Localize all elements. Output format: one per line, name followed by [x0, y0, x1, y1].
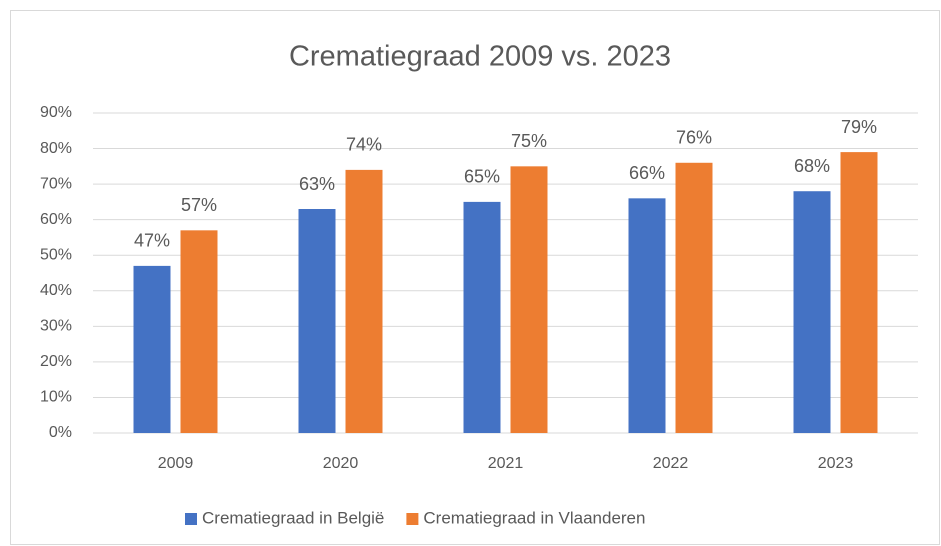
- x-tick-label: 2020: [323, 455, 359, 472]
- chart-title: Crematiegraad 2009 vs. 2023: [289, 41, 671, 73]
- data-label: 68%: [794, 156, 830, 176]
- data-label: 75%: [511, 131, 547, 151]
- data-label: 57%: [181, 195, 217, 215]
- legend-swatch: [406, 513, 419, 525]
- bar: [675, 162, 713, 433]
- y-tick-label: 0%: [49, 424, 72, 441]
- bar: [840, 152, 878, 433]
- data-label: 47%: [134, 231, 170, 251]
- bar: [463, 201, 501, 433]
- y-tick-label: 50%: [40, 246, 72, 263]
- bar: [133, 265, 171, 433]
- data-label: 76%: [676, 128, 712, 148]
- y-tick-label: 20%: [40, 353, 72, 370]
- legend-label: Crematiegraad in Vlaanderen: [423, 508, 645, 527]
- legend-swatch: [185, 513, 197, 525]
- bar: [298, 209, 336, 433]
- data-label: 63%: [299, 174, 335, 194]
- y-tick-label: 30%: [40, 318, 72, 335]
- bar: [180, 230, 218, 433]
- y-tick-label: 40%: [40, 282, 72, 299]
- x-tick-label: 2009: [158, 455, 194, 472]
- bar: [510, 166, 548, 434]
- data-label: 74%: [346, 135, 382, 155]
- data-label: 66%: [629, 163, 665, 183]
- x-tick-label: 2022: [653, 455, 689, 472]
- y-tick-label: 90%: [40, 104, 72, 121]
- y-tick-label: 60%: [40, 211, 72, 228]
- x-tick-label: 2021: [488, 455, 524, 472]
- legend-label: Crematiegraad in België: [202, 508, 384, 527]
- bar: [345, 169, 383, 433]
- y-tick-label: 10%: [40, 389, 72, 406]
- y-tick-label: 80%: [40, 140, 72, 157]
- data-label: 79%: [841, 117, 877, 137]
- y-tick-label: 70%: [40, 175, 72, 192]
- x-tick-label: 2023: [818, 455, 854, 472]
- bar: [793, 191, 831, 433]
- data-label: 65%: [464, 167, 500, 187]
- bar: [628, 198, 666, 433]
